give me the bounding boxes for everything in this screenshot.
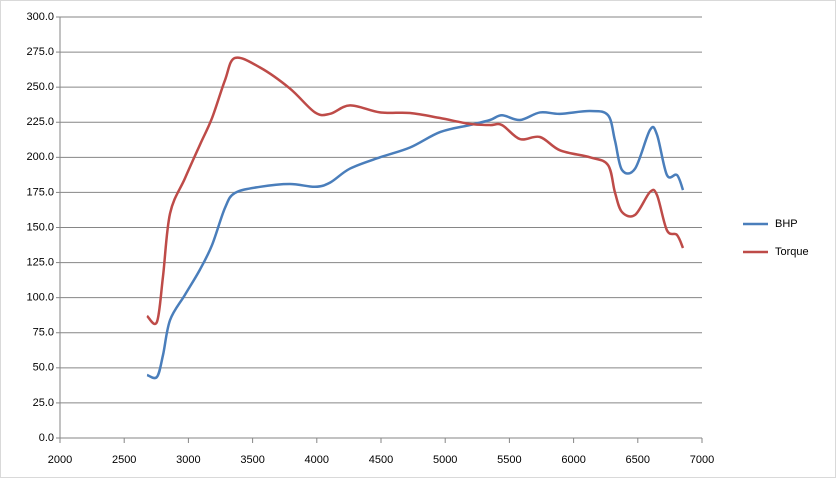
series-line — [146, 56, 685, 326]
x-tick-label: 5000 — [433, 454, 457, 466]
y-tick-label: 200.0 — [26, 151, 54, 163]
x-tick-label: 6500 — [626, 454, 650, 466]
legend-label: Torque — [775, 246, 809, 258]
x-tick-label: 6000 — [561, 454, 585, 466]
x-tick-label: 4000 — [305, 454, 329, 466]
y-tick-label: 75.0 — [33, 327, 54, 339]
y-tick-label: 250.0 — [26, 81, 54, 93]
y-tick-label: 225.0 — [26, 116, 54, 128]
y-tick-label: 50.0 — [33, 362, 54, 374]
y-tick-label: 100.0 — [26, 292, 54, 304]
x-tick-label: 2000 — [48, 454, 72, 466]
x-tick-label: 4500 — [369, 454, 393, 466]
x-tick-label: 7000 — [690, 454, 714, 466]
y-tick-label: 25.0 — [33, 397, 54, 409]
series-line — [146, 109, 685, 380]
y-tick-label: 150.0 — [26, 221, 54, 233]
x-tick-label: 3500 — [240, 454, 264, 466]
x-tick-label: 3000 — [176, 454, 200, 466]
x-tick-label: 5500 — [497, 454, 521, 466]
y-tick-label: 125.0 — [26, 256, 54, 268]
legend-label: BHP — [775, 218, 798, 230]
y-tick-label: 0.0 — [39, 432, 54, 444]
y-tick-label: 275.0 — [26, 46, 54, 58]
y-tick-label: 300.0 — [26, 11, 54, 23]
x-tick-label: 2500 — [112, 454, 136, 466]
y-tick-label: 175.0 — [26, 186, 54, 198]
